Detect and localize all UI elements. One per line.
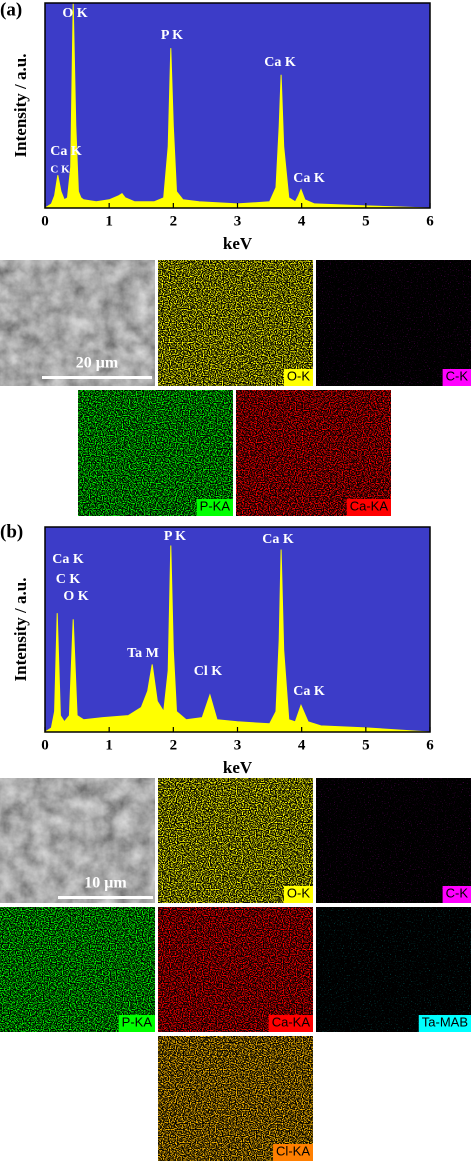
map-label: P-KA	[200, 498, 231, 513]
x-tick-label: 6	[426, 213, 434, 229]
x-tick-label: 2	[170, 737, 178, 753]
map-label: O-K	[287, 368, 310, 383]
peak-label: Ca K	[293, 684, 325, 699]
scale-bar	[58, 896, 153, 899]
map-label-background	[118, 1015, 155, 1032]
map-label-background	[268, 1015, 313, 1032]
x-tick-label: 1	[105, 213, 113, 229]
map-label: C-K	[446, 885, 469, 900]
peak-label: O K	[62, 6, 87, 21]
map-label-background	[346, 499, 391, 516]
y-axis-label: Intensity / a.u.	[11, 54, 30, 158]
x-tick-label: 6	[426, 737, 434, 753]
map-speckle	[78, 390, 233, 516]
peak-label: Ca K	[52, 552, 84, 567]
peak-label: O K	[63, 589, 88, 604]
map-speckle	[158, 778, 313, 903]
map-speckle	[236, 390, 391, 516]
sem-texture	[0, 260, 155, 386]
scale-bar-label: 20 μm	[76, 355, 119, 372]
map-label-background	[196, 499, 233, 516]
x-tick-label: 3	[234, 737, 242, 753]
x-tick-label: 3	[234, 213, 242, 229]
map-label: C-K	[446, 368, 469, 383]
peak-label: Ta M	[127, 646, 159, 661]
spectrum-area	[43, 2, 431, 209]
peak-label: Ca K	[50, 144, 82, 159]
map-label-background	[442, 886, 471, 903]
scale-bar-label: 10 μm	[84, 875, 127, 892]
map-speckle	[316, 778, 471, 903]
y-axis-label: Intensity / a.u.	[11, 578, 30, 682]
map-speckle	[158, 1036, 313, 1161]
panel-label: (b)	[0, 521, 23, 542]
peak-label: C K	[50, 164, 70, 176]
map-label: Ca-KA	[272, 1014, 311, 1029]
map-speckle	[158, 907, 313, 1032]
peak-label: Ca K	[293, 171, 325, 186]
x-tick-label: 4	[298, 737, 306, 753]
map-speckle	[0, 907, 155, 1032]
map-speckle	[316, 260, 471, 386]
map-label-background	[283, 886, 313, 903]
x-tick-label: 0	[41, 213, 49, 229]
peak-label: C K	[56, 572, 81, 587]
panel-label: (a)	[0, 0, 22, 20]
map-label: Cl-KA	[276, 1143, 310, 1158]
map-label-background	[273, 1144, 313, 1161]
sem-texture	[0, 778, 155, 903]
peak-label: P K	[161, 28, 183, 43]
peak-label: Ca K	[262, 532, 294, 547]
map-label-background	[283, 369, 313, 386]
map-label-background	[442, 369, 471, 386]
map-label: O-K	[287, 885, 310, 900]
map-label: Ta-MAB	[422, 1014, 468, 1029]
x-tick-label: 1	[105, 737, 113, 753]
x-tick-label: 5	[362, 213, 370, 229]
scale-bar	[42, 376, 152, 379]
plot-background	[45, 527, 430, 732]
peak-label: Ca K	[264, 55, 296, 70]
x-tick-label: 5	[362, 737, 370, 753]
x-axis-label: keV	[223, 758, 253, 777]
x-tick-label: 4	[298, 213, 306, 229]
map-label: Ca-KA	[350, 498, 389, 513]
peak-label: P K	[164, 529, 186, 544]
x-axis-label: keV	[223, 234, 253, 253]
map-speckle	[316, 907, 471, 1032]
peak-label: Cl K	[194, 664, 223, 679]
map-speckle	[158, 260, 313, 386]
plot-background	[45, 3, 430, 208]
map-label: P-KA	[122, 1014, 153, 1029]
x-tick-label: 2	[170, 213, 178, 229]
x-tick-label: 0	[41, 737, 49, 753]
spectrum-area	[43, 545, 431, 733]
map-label-background	[418, 1015, 471, 1032]
